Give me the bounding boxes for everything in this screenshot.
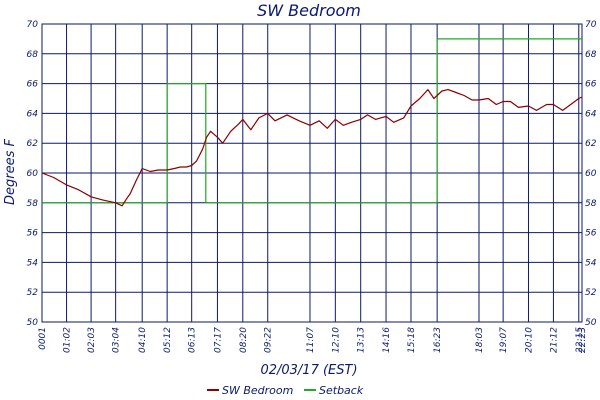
- x-tick-label: 22:15: [575, 327, 585, 353]
- x-tick-label: 16:23: [433, 327, 443, 353]
- x-tick-label: 0001: [38, 327, 48, 350]
- x-tick-label: 12:10: [331, 327, 341, 353]
- y-axis-left: 50 52 54 56 58 60 62 64 66 68 70: [27, 20, 39, 328]
- x-tick-label: 11:07: [306, 327, 316, 353]
- x-tick-label: 05:12: [163, 327, 173, 353]
- x-tick-label: 04:10: [138, 327, 148, 353]
- x-tick-label: 06:13: [188, 327, 198, 353]
- y-tick-label: 68: [27, 50, 39, 60]
- y-tick-label: 56: [27, 229, 39, 239]
- x-axis-label: 02/03/17 (EST): [260, 363, 357, 378]
- y-tick-label: 60: [27, 169, 39, 179]
- x-tick-label: 13:13: [357, 327, 367, 353]
- x-tick-label: 07:17: [213, 327, 223, 353]
- grid: [41, 23, 583, 323]
- x-tick-label: 03:04: [112, 327, 122, 353]
- series-line-sw-bedroom: [41, 88, 583, 207]
- y-tick-label: 64: [27, 109, 39, 119]
- x-tick-label: 02:03: [87, 327, 97, 353]
- chart-title: SW Bedroom: [257, 1, 361, 20]
- y-tick-label: 66: [27, 80, 39, 90]
- y-tick-label: 58: [27, 199, 39, 209]
- x-tick-label: 08:20: [239, 327, 249, 353]
- y-axis-right: 50 52 54 56 58 60 62 64 66 68 70: [585, 20, 597, 328]
- y-tick-label: 70: [27, 20, 39, 30]
- y-tick-label-right: 62: [585, 139, 597, 149]
- y-tick-label-right: 70: [585, 20, 597, 30]
- x-tick-label: 01:02: [63, 327, 73, 353]
- y-tick-label: 52: [27, 288, 39, 298]
- x-tick-label: 19:07: [499, 327, 509, 353]
- y-tick-label-right: 56: [585, 229, 597, 239]
- series-line-setback: [42, 38, 582, 204]
- legend: SW Bedroom Setback: [207, 384, 364, 397]
- y-tick-label-right: 58: [585, 199, 597, 209]
- x-tick-label: 20:10: [524, 327, 534, 353]
- x-tick-label: 15:18: [407, 327, 417, 353]
- y-tick-label: 62: [27, 139, 39, 149]
- x-tick-label: 21:12: [549, 327, 559, 353]
- x-tick-label: 18:03: [475, 327, 485, 353]
- x-tick-label: 09:22: [264, 327, 274, 353]
- series-layer: [41, 38, 583, 207]
- y-tick-label-right: 50: [585, 318, 597, 328]
- x-tick-label: 14:16: [382, 327, 392, 353]
- y-tick-label: 54: [27, 258, 39, 268]
- y-axis-label: Degrees F: [3, 138, 18, 205]
- y-tick-label-right: 52: [585, 288, 597, 298]
- y-tick-label: 50: [27, 318, 39, 328]
- legend-label: SW Bedroom: [222, 384, 293, 397]
- y-tick-label-right: 54: [585, 258, 597, 268]
- x-axis: 0001 01:02 02:03 03:04 04:10 05:12 06:13 07:17 0…: [38, 327, 588, 353]
- y-tick-label-right: 64: [585, 109, 597, 119]
- legend-label: Setback: [319, 384, 364, 397]
- y-tick-label-right: 66: [585, 80, 597, 90]
- x-tick-label: 22:23: [578, 327, 588, 353]
- y-tick-label-right: 60: [585, 169, 597, 179]
- y-tick-label-right: 68: [585, 50, 597, 60]
